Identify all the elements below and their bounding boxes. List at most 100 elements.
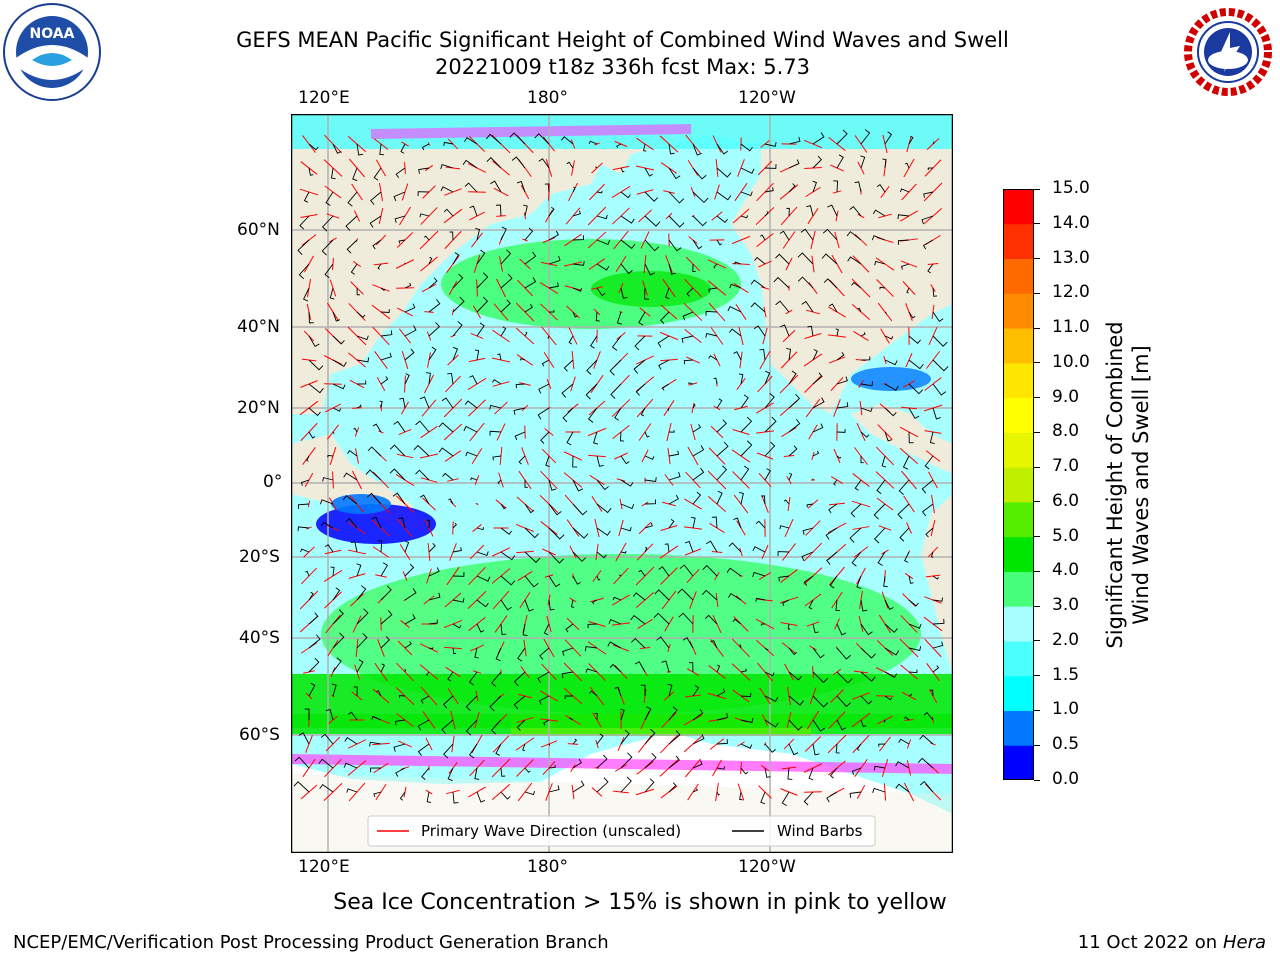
wind-barb: [708, 355, 718, 361]
wind-barb: [929, 431, 935, 445]
wind-barb: [389, 468, 406, 481]
wind-barb: [441, 397, 454, 409]
wind-barb: [849, 205, 862, 217]
colorbar-tick-mark: [1034, 431, 1040, 433]
wind-barb: [438, 447, 454, 457]
wind-barb: [572, 261, 585, 266]
wind-barb: [822, 228, 838, 241]
colorbar-tick-mark: [1034, 327, 1040, 329]
wind-barb: [801, 300, 814, 313]
wind-barb: [812, 397, 825, 409]
wind-barb: [726, 567, 742, 577]
wind-barb: [644, 706, 652, 721]
wind-barb: [442, 472, 454, 481]
wind-barb: [464, 137, 478, 145]
wind-barb: [828, 303, 838, 313]
wind-barb: [898, 738, 910, 745]
wind-barb: [308, 634, 321, 649]
wind-barb: [524, 527, 539, 539]
footer-credit: NCEP/EMC/Verification Post Processing Pr…: [13, 932, 609, 953]
bottom-lon-label: 120°E: [298, 857, 350, 877]
wind-barb: [306, 455, 310, 462]
colorbar-tick-mark: [1034, 744, 1040, 746]
wind-barb: [517, 647, 526, 662]
wind-barb: [788, 370, 797, 385]
wind-barb: [884, 311, 887, 314]
wind-barb: [511, 156, 526, 169]
wind-barb: [729, 328, 742, 337]
map-legend: Primary Wave Direction (unscaled) Wind B…: [367, 815, 876, 847]
wind-barb: [812, 180, 818, 193]
wind-barb: [739, 644, 742, 649]
wind-barb: [835, 328, 839, 337]
colorbar-segment: [1003, 328, 1034, 364]
wind-barb: [836, 154, 844, 169]
colorbar-tick-label: 1.0: [1052, 699, 1080, 720]
wind-barb: [788, 159, 800, 169]
wind-barb: [797, 276, 814, 289]
wind-barb: [476, 527, 485, 531]
wind-barb: [596, 214, 608, 220]
wind-barb: [308, 143, 319, 151]
wind-barb: [904, 716, 910, 721]
wind-barb: [908, 669, 918, 674]
wind-barb: [566, 161, 574, 169]
wind-barb: [548, 764, 556, 769]
wind-barb: [325, 191, 334, 206]
wind-barb: [500, 623, 507, 636]
wind-barb: [924, 455, 934, 470]
wind-barb: [585, 383, 598, 400]
wind-barb: [350, 263, 358, 275]
wind-barb: [500, 326, 507, 337]
wind-barb: [464, 400, 478, 409]
wind-barb: [884, 671, 898, 679]
wind-barb: [716, 167, 732, 178]
wind-barb: [877, 551, 886, 566]
wind-barb: [630, 614, 646, 625]
wind-barb: [572, 759, 582, 769]
wind-barb: [678, 612, 694, 625]
wind-barb: [356, 633, 368, 649]
wind-barb: [585, 668, 598, 673]
wind-barb: [733, 517, 742, 529]
wind-barb: [352, 167, 358, 182]
wind-barb: [752, 546, 766, 553]
wind-barb: [452, 273, 464, 289]
wind-barb: [379, 143, 384, 156]
wind-barb: [367, 492, 382, 505]
wind-barb: [897, 214, 910, 220]
wind-barb: [428, 322, 441, 337]
wind-barb: [664, 543, 670, 553]
wind-barb: [716, 465, 728, 481]
wind-barb: [908, 311, 916, 319]
wind-barb: [764, 142, 777, 147]
wind-barb: [898, 479, 910, 496]
wind-barb: [417, 191, 430, 197]
wind-barb: [836, 671, 853, 684]
wind-barb: [495, 743, 502, 756]
wind-barb: [740, 167, 755, 174]
wind-barb: [373, 167, 382, 181]
wind-barb: [908, 646, 922, 652]
wind-barb: [428, 299, 441, 313]
wind-barb: [787, 623, 791, 630]
colorbar-tick-mark: [1034, 640, 1040, 642]
wind-barb: [860, 155, 866, 169]
wind-barb: [612, 596, 622, 601]
wind-barb: [320, 733, 334, 745]
wind-barb: [761, 495, 766, 505]
wind-barb: [932, 359, 949, 372]
wind-barb: [514, 431, 526, 441]
colorbar-tick-label: 6.0: [1052, 490, 1080, 511]
wind-barb: [668, 263, 676, 275]
wind-barb: [404, 641, 412, 649]
wind-barb: [513, 407, 526, 415]
wind-barb: [932, 575, 939, 580]
colorbar-segment: [1003, 362, 1034, 399]
wind-barb: [500, 599, 512, 611]
wind-barb: [803, 575, 814, 586]
wind-barb: [860, 431, 870, 438]
wind-barb: [644, 455, 655, 460]
colorbar-tick-label: 15.0: [1052, 178, 1090, 198]
wind-barb: [692, 733, 705, 745]
